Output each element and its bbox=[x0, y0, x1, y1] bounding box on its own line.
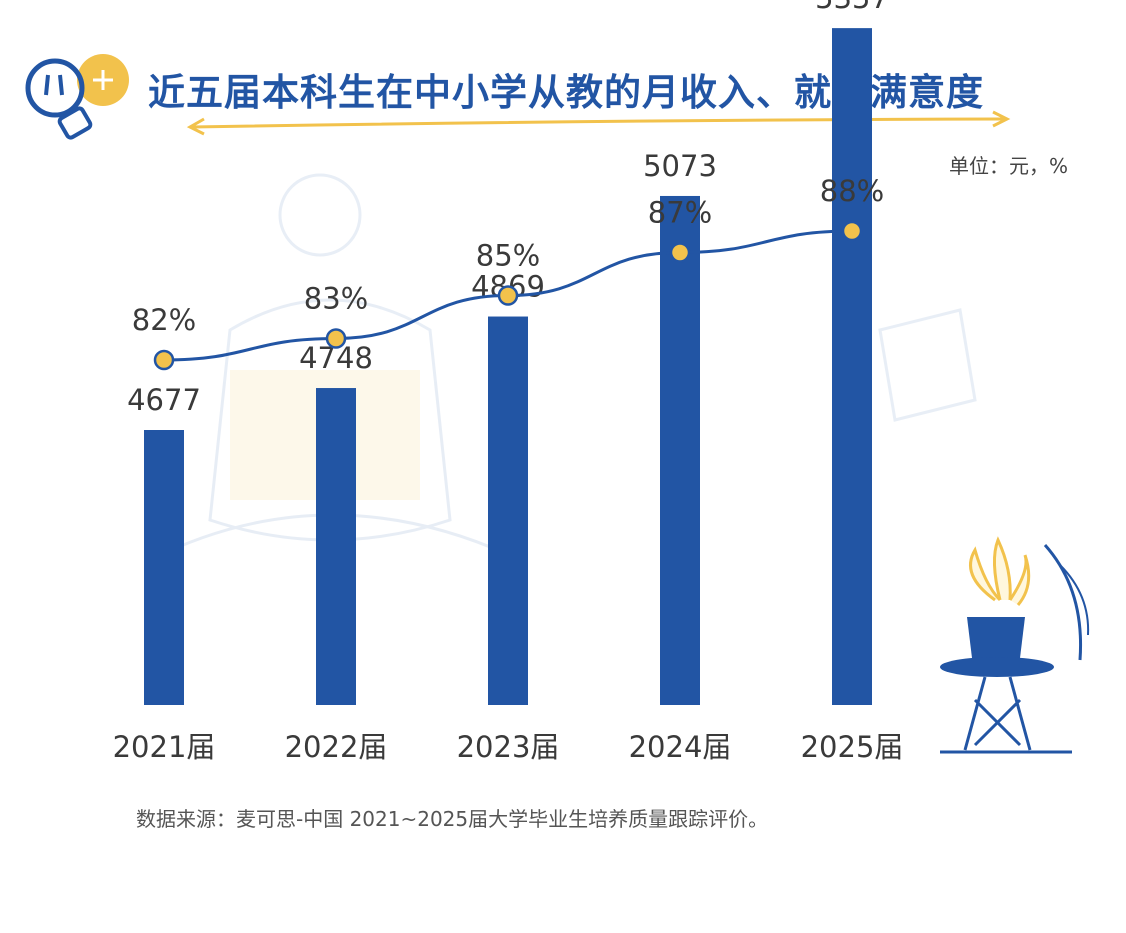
line-point bbox=[497, 285, 519, 306]
line-point bbox=[841, 220, 863, 242]
lightbulb-icon bbox=[25, 54, 129, 140]
source-note: 数据来源：麦可思-中国 2021~2025届大学毕业生培养质量跟踪评价。 bbox=[136, 807, 769, 831]
line-point bbox=[669, 242, 691, 263]
bar-2023届 bbox=[488, 316, 528, 705]
plant-stand-illustration bbox=[940, 536, 1090, 754]
line-value-label: 83% bbox=[304, 282, 368, 316]
bar-2025届 bbox=[832, 28, 872, 706]
x-tick-label: 2024届 bbox=[629, 730, 732, 764]
line-value-label: 85% bbox=[476, 239, 540, 273]
unit-label: 单位：元，% bbox=[948, 154, 1068, 178]
bar-value-label: 5073 bbox=[643, 149, 717, 183]
title-underline-arrow bbox=[186, 110, 1011, 136]
x-tick-label: 2025届 bbox=[801, 730, 904, 764]
x-tick-label: 2023届 bbox=[457, 730, 560, 764]
x-tick-label: 2021届 bbox=[113, 730, 216, 764]
bar-2021届 bbox=[144, 430, 184, 705]
line-point bbox=[325, 328, 347, 349]
bar-value-label: 5357 bbox=[815, 0, 889, 15]
line-point bbox=[153, 349, 175, 371]
bar-2022届 bbox=[316, 388, 356, 705]
line-value-label: 82% bbox=[132, 303, 196, 337]
x-tick-label: 2022届 bbox=[285, 730, 388, 764]
line-value-label: 87% bbox=[648, 196, 712, 230]
bar-value-label: 4677 bbox=[127, 383, 201, 417]
line-value-label: 88% bbox=[820, 174, 884, 208]
bar-2024届 bbox=[660, 195, 700, 706]
background-illustration bbox=[149, 173, 977, 562]
